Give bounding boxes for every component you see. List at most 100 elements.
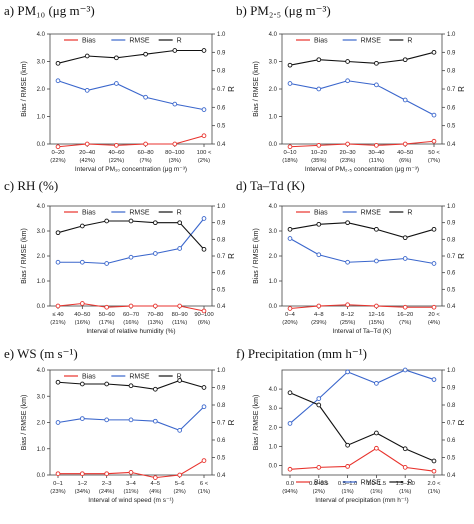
legend-label-rmse: RMSE: [361, 210, 382, 217]
data-point-rmse: [104, 417, 110, 423]
ytick-label-left: 2.0: [269, 425, 278, 431]
data-point-bias: [316, 303, 322, 309]
xtick-percent: (23%): [340, 158, 356, 164]
data-point-bias: [143, 141, 148, 147]
ytick-label-left: 4.0: [37, 204, 46, 210]
x-axis-title: Interval of PM₂.₅ concentration (μg m⁻³): [305, 166, 419, 173]
data-point-r: [177, 220, 183, 226]
data-point-r: [152, 386, 158, 392]
ytick-label-right: 1.0: [447, 368, 456, 374]
data-point-r: [128, 218, 134, 224]
xtick-percent: (24%): [99, 489, 115, 495]
legend-label-r: R: [407, 38, 412, 45]
data-point-rmse: [345, 78, 350, 84]
legend-label-bias: Bias: [314, 210, 328, 217]
data-point-rmse: [84, 88, 90, 93]
data-point-r: [177, 378, 183, 383]
ytick-label-right: 0.8: [447, 237, 456, 243]
data-point-bias: [287, 144, 293, 150]
series-line-bias: [57, 135, 205, 148]
data-point-rmse: [172, 101, 178, 107]
ytick-label-right: 0.6: [217, 105, 226, 111]
ytick-label-right: 0.9: [217, 221, 226, 227]
ytick-label-right: 0.5: [217, 124, 226, 130]
panel-6: f) Precipitation (mm h⁻¹) 0.0 1.0 2.0 3.0 4.0…: [236, 346, 466, 504]
series-line-r: [57, 49, 204, 64]
ytick-label-left: 1.0: [269, 115, 278, 121]
data-point-bias: [374, 445, 379, 451]
legend-label-rmse: RMSE: [361, 38, 382, 45]
y-axis-title-left: Bias / RMSE (km): [21, 61, 28, 117]
xtick-label: 1.0–1.5: [367, 481, 386, 487]
data-point-r: [287, 390, 293, 396]
ytick-label-right: 0.9: [447, 50, 456, 56]
series-line-bias: [289, 304, 434, 310]
y-axis-title-left: Bias / RMSE (km): [253, 61, 260, 117]
ytick-label-left: 3.0: [269, 229, 278, 235]
panel-2: b) PM₂.₅ (μg m⁻³) 0.0 1.0 2.0 3.0 4.0 0.4 0.5 0.…: [236, 3, 466, 173]
data-point-rmse: [55, 259, 61, 265]
xtick-percent: (1%): [341, 489, 353, 495]
ytick-label-right: 0.8: [217, 237, 226, 243]
data-point-bias: [128, 470, 134, 475]
xtick-label: 60–80: [138, 150, 154, 156]
data-point-bias: [402, 304, 408, 310]
ytick-label-left: 3.0: [37, 394, 46, 400]
xtick-label: 40–50: [397, 150, 413, 156]
xtick-label: 0–4: [285, 312, 295, 318]
xtick-label: 40–60: [108, 150, 124, 156]
ytick-label-right: 1.0: [217, 204, 226, 210]
legend-label-bias: Bias: [82, 210, 96, 217]
xtick-percent: (15%): [369, 320, 385, 326]
ytick-label-left: 2.0: [269, 87, 278, 93]
legend-label-rmse: RMSE: [361, 480, 382, 487]
xtick-percent: (6%): [399, 158, 411, 164]
data-point-rmse: [316, 86, 322, 92]
xtick-percent: (4%): [428, 320, 440, 326]
xtick-percent: (20%): [282, 320, 298, 326]
data-point-bias: [345, 302, 350, 308]
xtick-percent: (29%): [311, 320, 327, 326]
data-point-r: [55, 230, 61, 236]
xtick-percent: (42%): [79, 158, 95, 164]
data-point-r: [84, 53, 90, 59]
xtick-label: ≤ 40: [52, 312, 63, 318]
ytick-label-left: 1.0: [269, 444, 278, 450]
xtick-label: 70–80: [147, 312, 163, 318]
data-point-r: [143, 51, 148, 57]
panel-title: b) PM₂.₅ (μg m⁻³): [236, 3, 331, 18]
xtick-label: 50 <: [428, 150, 440, 156]
ytick-label-right: 0.4: [447, 142, 456, 148]
xtick-percent: (18%): [282, 158, 298, 164]
xtick-label: 8–12: [341, 312, 354, 318]
x-axis-title: Interval of wind speed (m s⁻¹): [88, 497, 173, 504]
data-point-rmse: [374, 381, 379, 386]
xtick-label: 10–20: [311, 150, 327, 156]
ytick-label-right: 0.7: [447, 421, 456, 427]
ytick-label-right: 0.5: [217, 287, 226, 293]
ytick-label-left: 2.0: [37, 421, 46, 427]
data-point-bias: [374, 143, 379, 148]
xtick-label: 80–100: [165, 150, 184, 156]
xtick-label: 2–3: [102, 481, 112, 487]
ytick-label-right: 0.4: [217, 142, 226, 148]
xtick-label: 0.0–0.5: [309, 481, 328, 487]
data-point-r: [402, 446, 408, 452]
xtick-percent: (7%): [139, 158, 151, 164]
ytick-label-left: 2.0: [37, 254, 46, 260]
data-point-r: [114, 55, 119, 61]
legend-label-r: R: [177, 38, 182, 45]
data-point-r: [374, 60, 379, 66]
data-point-bias: [104, 471, 110, 477]
ytick-label-right: 0.9: [447, 386, 456, 392]
xtick-label: 0.5–1.0: [338, 481, 357, 487]
xtick-percent: (6%): [198, 320, 210, 326]
data-point-rmse: [345, 259, 350, 265]
data-point-r: [287, 226, 293, 232]
ytick-label-right: 0.8: [217, 403, 226, 409]
data-point-r: [316, 402, 322, 408]
xtick-label: 3–4: [126, 481, 136, 487]
ytick-label-left: 1.0: [37, 115, 46, 121]
ytick-label-right: 0.5: [447, 287, 456, 293]
data-point-rmse: [201, 404, 207, 410]
